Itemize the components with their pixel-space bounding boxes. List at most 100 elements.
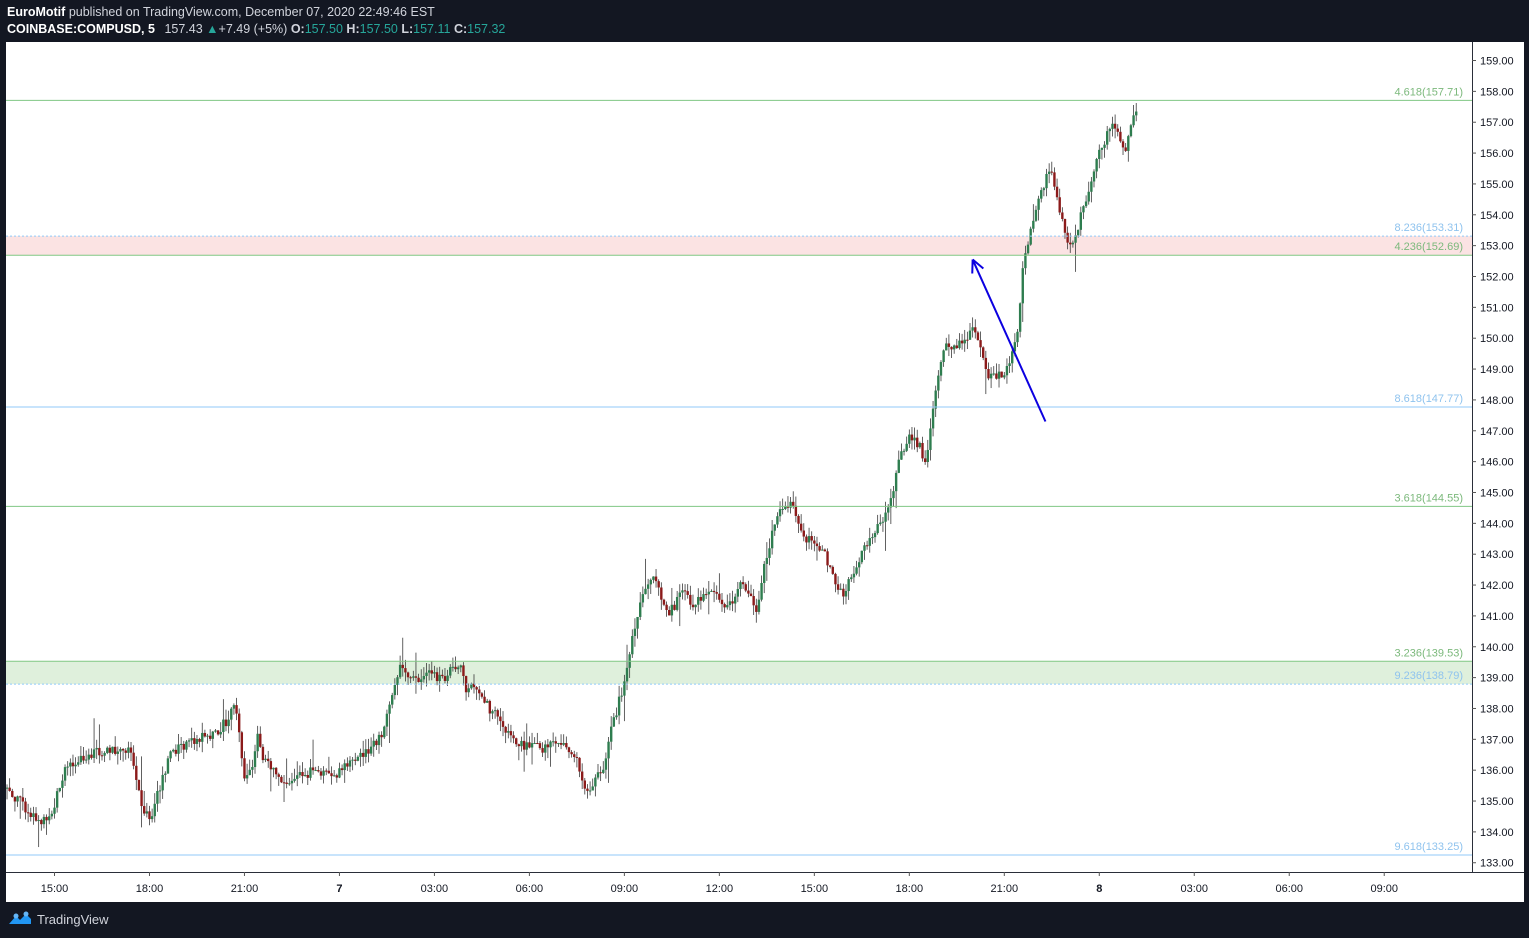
candle-body [443, 676, 447, 681]
candle-body [24, 801, 27, 813]
time-axis[interactable] [6, 872, 1524, 902]
candle-body [1050, 171, 1053, 173]
candle-body [383, 726, 386, 738]
price-change: +7.49 (+5%) [218, 22, 288, 36]
candle-body [66, 766, 69, 768]
candle-body [1132, 115, 1135, 126]
candle-body [1018, 303, 1022, 332]
candle-body [1066, 232, 1069, 243]
candle-body [604, 758, 608, 770]
candle-body [470, 683, 473, 689]
candle-body [71, 762, 75, 767]
x-tick-label: 15:00 [801, 883, 829, 895]
candle-body [765, 557, 769, 564]
candle-body [267, 758, 270, 762]
level-label: 8.236(153.31) [1395, 222, 1464, 234]
candle-body [881, 521, 885, 523]
candle-body [868, 538, 871, 546]
candle-body [989, 373, 993, 379]
candle-body [889, 498, 893, 508]
candle-body [1082, 206, 1085, 213]
candle-body [79, 755, 83, 763]
candle-body [404, 668, 407, 673]
candle-body [873, 533, 877, 538]
candle-body [169, 751, 172, 759]
candle-body [657, 581, 660, 588]
candle-body [752, 596, 755, 606]
candle-body [525, 742, 528, 750]
candle-body [918, 442, 922, 448]
candle-body [665, 604, 668, 611]
candle-body [277, 774, 280, 777]
y-tick-label: 156.00 [1480, 148, 1514, 160]
candle-body [166, 758, 170, 774]
level-label: 8.618(147.77) [1395, 393, 1464, 405]
candle-body [240, 732, 244, 759]
candle-body [897, 459, 900, 473]
candle-body [981, 347, 985, 358]
candle-body [678, 592, 681, 597]
candle-body [850, 577, 853, 580]
candle-body [1113, 123, 1117, 129]
candle-body [509, 731, 513, 736]
candle-body [625, 667, 629, 682]
candle-body [617, 696, 621, 716]
candle-body [224, 719, 228, 727]
candle-body [361, 752, 365, 757]
candle-body [773, 524, 776, 531]
candle-body [1013, 342, 1017, 352]
candle-body [317, 770, 320, 772]
candle-body [100, 755, 104, 757]
symbol-name[interactable]: COINBASE:COMPUSD [7, 22, 142, 36]
candle-body [74, 764, 77, 767]
candle-body [530, 743, 534, 748]
candle-body [926, 449, 929, 463]
candle-body [129, 747, 133, 753]
y-tick-label: 158.00 [1480, 86, 1514, 98]
candle-body [921, 442, 924, 459]
candle-body [332, 775, 336, 777]
candle-body [747, 590, 750, 594]
candle-body [512, 735, 515, 739]
candle-body [87, 754, 90, 760]
tradingview-brand[interactable]: TradingView [8, 911, 109, 927]
candle-body [198, 738, 201, 742]
candle-body [892, 491, 895, 499]
interval[interactable]: 5 [148, 22, 155, 36]
candle-body [406, 672, 410, 678]
candle-body [501, 721, 505, 727]
candle-body [955, 345, 959, 349]
candle-body [544, 744, 547, 753]
candle-body [1055, 186, 1059, 198]
candlestick-chart[interactable]: 4.618(157.71) 8.236(153.31) 4.236(152.69) 8… [6, 42, 1524, 902]
level-label: 3.236(139.53) [1395, 647, 1464, 659]
candle-body [293, 778, 296, 781]
low-value: 157.11 [413, 22, 451, 36]
candle-body [1005, 366, 1009, 376]
annotation-arrow [971, 259, 1047, 422]
candle-body [554, 741, 557, 744]
candle-body [172, 749, 175, 752]
candle-body [580, 771, 584, 781]
candle-body [615, 715, 618, 718]
candle-body [1008, 363, 1011, 367]
candle-body [931, 408, 935, 429]
level-label: 9.236(138.79) [1395, 670, 1464, 682]
price-axis[interactable] [1472, 42, 1524, 872]
candle-body [21, 797, 25, 802]
candle-body [1042, 188, 1046, 191]
candle-body [58, 787, 61, 792]
candle-body [449, 667, 452, 676]
author-name[interactable]: EuroMotif [7, 5, 66, 19]
candle-body [718, 593, 721, 600]
footer: TradingView [0, 902, 1529, 938]
candle-body [821, 549, 824, 551]
candle-body [158, 790, 162, 792]
candle-body [681, 590, 684, 593]
candle-body [1121, 141, 1125, 148]
candle-body [37, 820, 40, 822]
zones-layer [6, 236, 1472, 685]
candle-body [960, 340, 964, 344]
candle-body [908, 434, 911, 444]
candle-body [987, 369, 990, 379]
